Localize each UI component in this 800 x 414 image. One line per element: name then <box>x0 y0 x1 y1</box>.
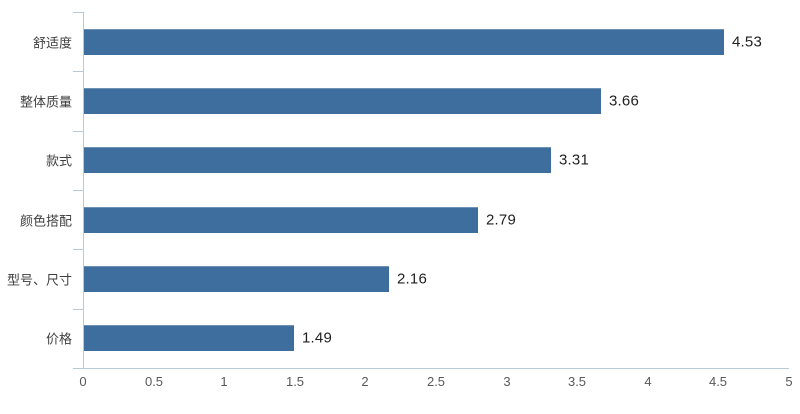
bar-value-label: 2.16 <box>397 270 427 288</box>
plot-area: 4.53 3.66 3.31 2.79 2.16 1.49 <box>73 12 790 369</box>
bar <box>84 325 294 351</box>
category-label: 舒适度 <box>32 35 72 51</box>
x-axis-tick-label: 1 <box>220 374 228 389</box>
bar <box>84 29 724 55</box>
bar <box>84 266 389 292</box>
bar <box>84 88 601 114</box>
y-axis-tick-mark <box>73 12 84 13</box>
y-axis-tick-mark <box>73 249 84 250</box>
bar-value-label: 3.31 <box>559 151 589 169</box>
x-axis-tick-label: 2.5 <box>426 374 446 389</box>
bar-value-label: 1.49 <box>302 329 332 347</box>
x-axis-tick-label: 4.5 <box>708 374 728 389</box>
category-label: 型号、尺寸 <box>6 272 72 288</box>
x-axis-tick-label: 0.5 <box>144 374 164 389</box>
category-label: 价格 <box>45 331 72 347</box>
x-axis-line <box>73 368 789 369</box>
bar-value-label: 4.53 <box>732 33 762 51</box>
x-axis-tick-label: 3 <box>503 374 511 389</box>
y-axis-tick-mark <box>73 309 84 310</box>
bar-value-label: 2.79 <box>486 211 516 229</box>
x-axis-tick-label: 2 <box>361 374 369 389</box>
bar <box>84 147 551 173</box>
y-axis-tick-mark <box>73 131 84 132</box>
category-label: 整体质量 <box>19 94 72 110</box>
bar-value-label: 3.66 <box>609 92 639 110</box>
y-axis-tick-mark <box>73 71 84 72</box>
x-axis-tick-label: 0 <box>79 374 87 389</box>
x-axis-tick-label: 5 <box>785 374 793 389</box>
category-label: 款式 <box>45 153 72 169</box>
bar <box>84 207 478 233</box>
x-axis-tick-label: 1.5 <box>285 374 305 389</box>
x-axis-tick-label: 3.5 <box>567 374 587 389</box>
y-axis-tick-mark <box>73 190 84 191</box>
category-label: 颜色搭配 <box>19 213 72 229</box>
x-axis-tick-label: 4 <box>644 374 652 389</box>
